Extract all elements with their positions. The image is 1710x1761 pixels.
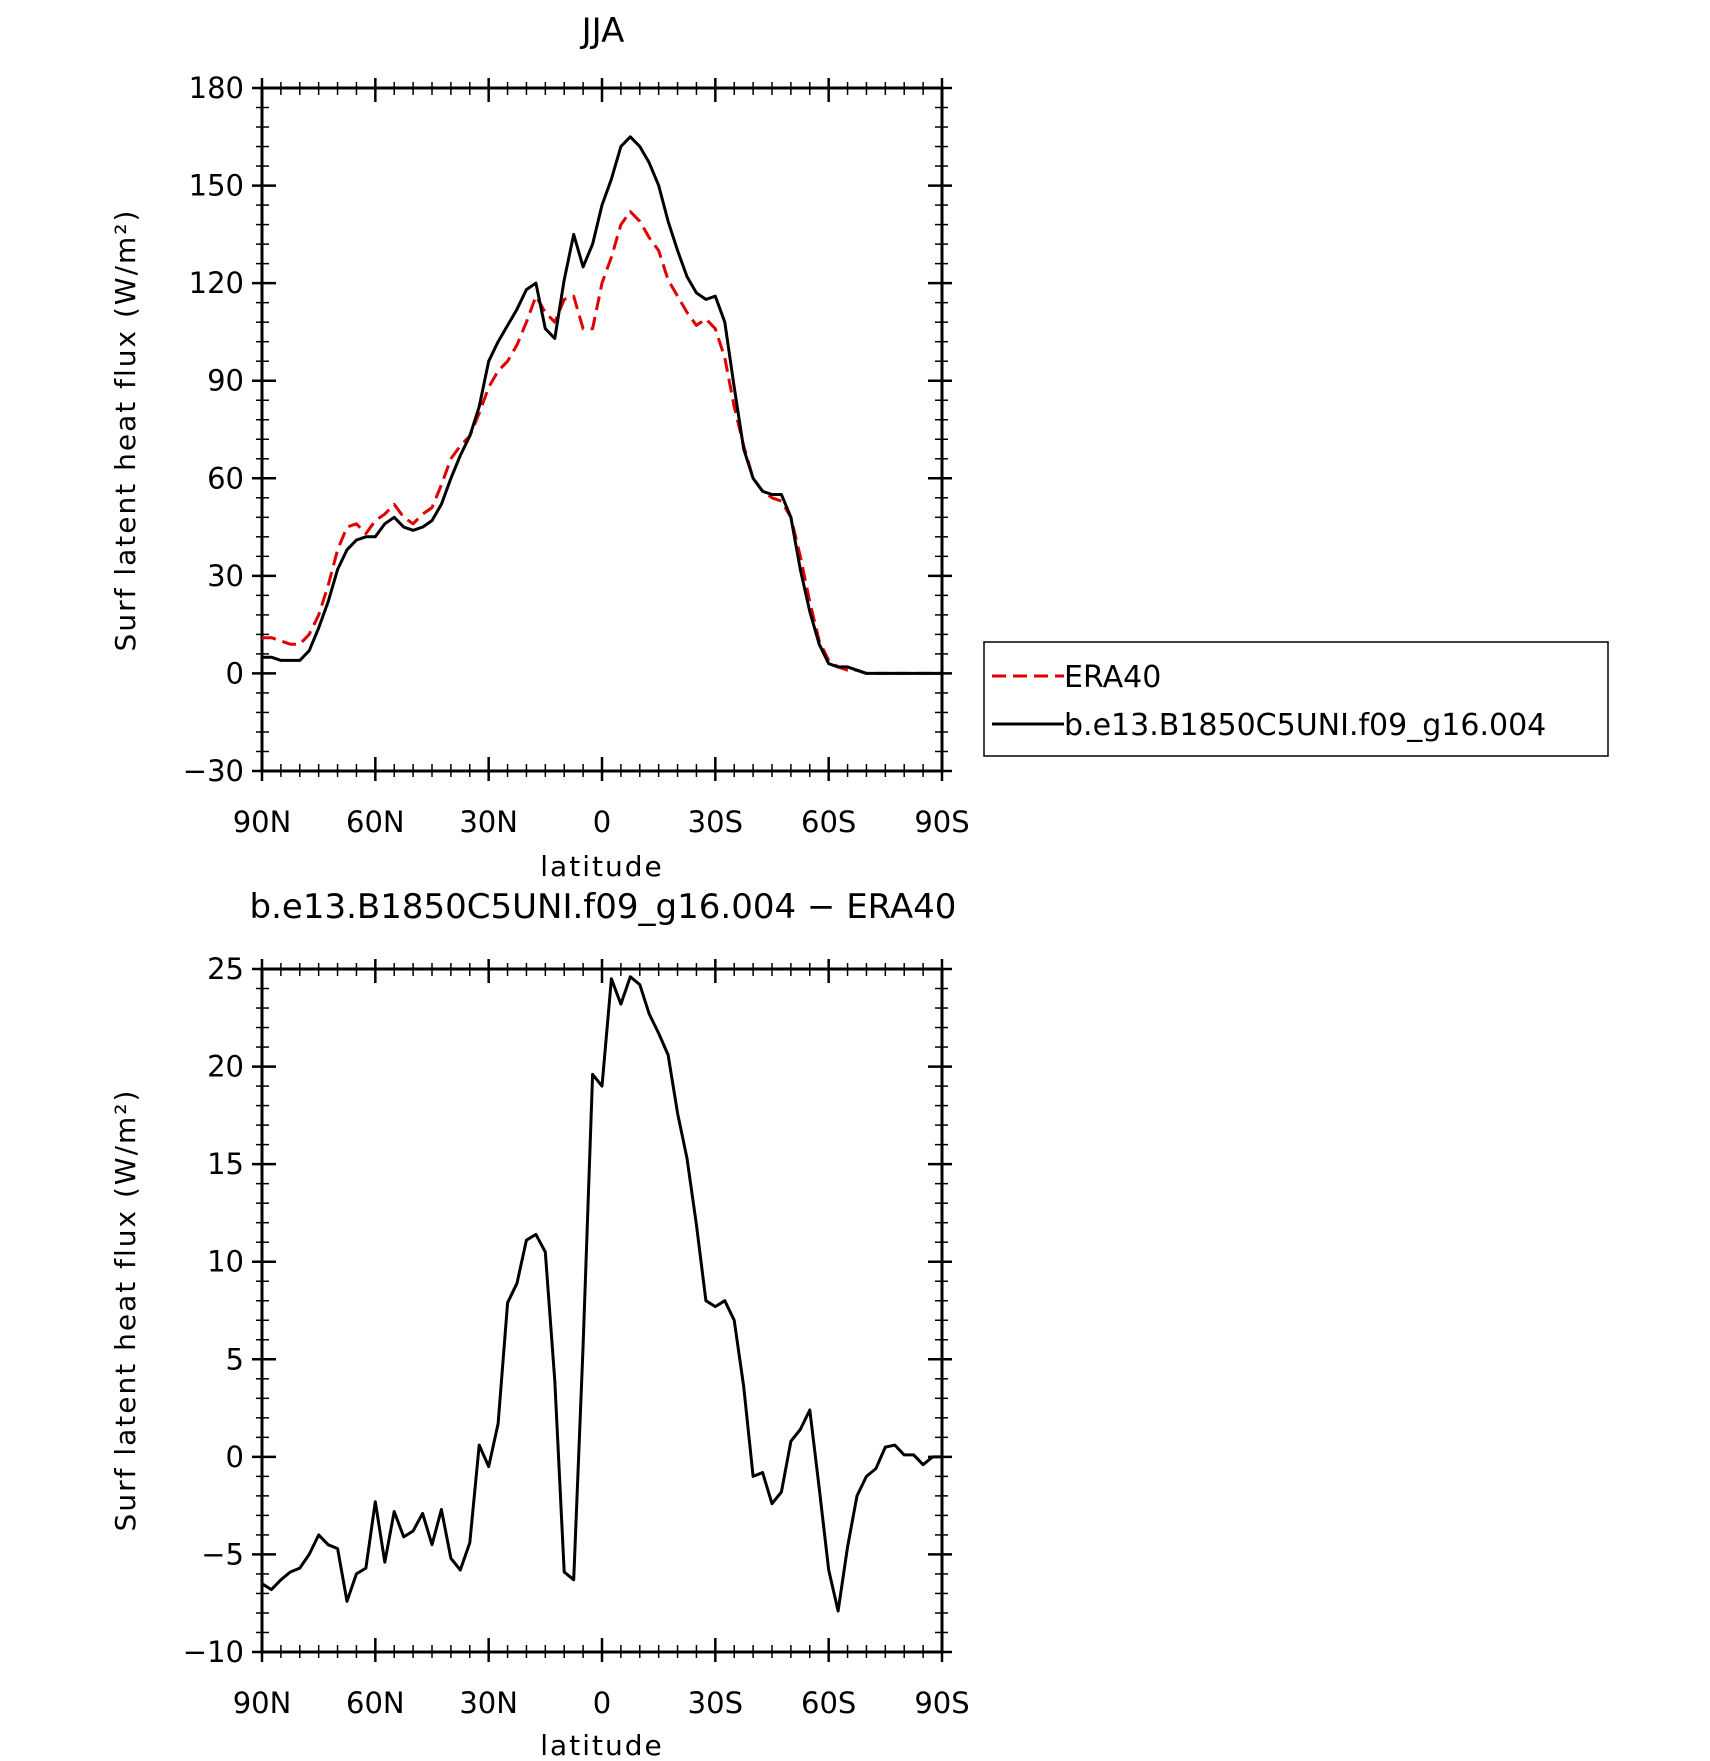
x-tick-label: 90N <box>233 805 292 839</box>
bottom-panel: b.e13.B1850C5UNI.f09_g16.004 − ERA40 −10… <box>109 887 970 1761</box>
y-tick-label: −30 <box>183 754 244 788</box>
x-tick-label: 30N <box>459 805 518 839</box>
y-tick-label: −5 <box>201 1537 244 1571</box>
x-tick-label: 90N <box>233 1686 292 1720</box>
top-x-axis-title: latitude <box>540 850 663 883</box>
x-tick-label: 60N <box>346 1686 405 1720</box>
top-series-group <box>262 135 942 675</box>
x-tick-label: 30S <box>688 805 743 839</box>
x-tick-label: 0 <box>593 1686 611 1720</box>
x-tick-label: 0 <box>593 805 611 839</box>
y-tick-label: 10 <box>207 1245 244 1279</box>
bottom-x-axis-title: latitude <box>540 1729 663 1756</box>
y-tick-label: 5 <box>226 1342 244 1376</box>
y-tick-label: 0 <box>226 1440 244 1474</box>
legend-label-era40: ERA40 <box>1064 660 1161 695</box>
y-tick-label: 90 <box>207 364 244 398</box>
x-tick-label: 60S <box>801 1686 856 1720</box>
x-tick-label: 90S <box>914 805 969 839</box>
y-tick-label: 180 <box>189 71 244 105</box>
top-chart-title: JJA <box>580 11 625 51</box>
model-series-line <box>261 975 942 1613</box>
top-x-tick-labels: 90N 60N 30N 0 30S 60S 90S <box>233 805 970 839</box>
x-tick-label: 60S <box>801 805 856 839</box>
y-tick-label: 150 <box>189 169 244 203</box>
x-tick-label: 30S <box>688 1686 743 1720</box>
bottom-y-tick-labels: −10 −5 0 5 10 15 20 25 <box>183 952 244 1669</box>
x-tick-label: 60N <box>346 805 405 839</box>
bottom-axis-ticks <box>252 959 952 1662</box>
y-tick-label: 15 <box>207 1147 244 1181</box>
x-tick-label: 30N <box>459 1686 518 1720</box>
bottom-y-axis-title: Surf latent heat flux (W/m²) <box>109 1089 142 1532</box>
legend-box <box>983 641 1609 757</box>
era40-series-line <box>262 210 942 675</box>
y-tick-label: 60 <box>207 461 244 495</box>
legend: ERA40 b.e13.B1850C5UNI.f09_g16.004 <box>983 641 1609 757</box>
top-y-axis-title: Surf latent heat flux (W/m²) <box>109 209 142 652</box>
y-tick-label: 25 <box>207 952 244 986</box>
y-tick-label: −10 <box>183 1635 244 1669</box>
y-tick-label: 30 <box>207 559 244 593</box>
bottom-chart-title: b.e13.B1850C5UNI.f09_g16.004 − ERA40 <box>250 887 957 927</box>
bottom-x-tick-labels: 90N 60N 30N 0 30S 60S 90S <box>233 1686 970 1720</box>
legend-label-model: b.e13.B1850C5UNI.f09_g16.004 <box>1064 708 1546 743</box>
bottom-series-group <box>261 975 942 1613</box>
y-tick-label: 120 <box>189 266 244 300</box>
y-tick-label: 20 <box>207 1050 244 1084</box>
model-series-line <box>262 135 942 675</box>
top-panel: JJA −30 0 30 60 90 120 150 180 90N 60N 30N 0 30S 60S… <box>109 11 1609 883</box>
top-y-tick-labels: −30 0 30 60 90 120 150 180 <box>183 71 244 788</box>
x-tick-label: 90S <box>914 1686 969 1720</box>
top-axis-ticks <box>252 78 952 781</box>
y-tick-label: 0 <box>226 656 244 690</box>
